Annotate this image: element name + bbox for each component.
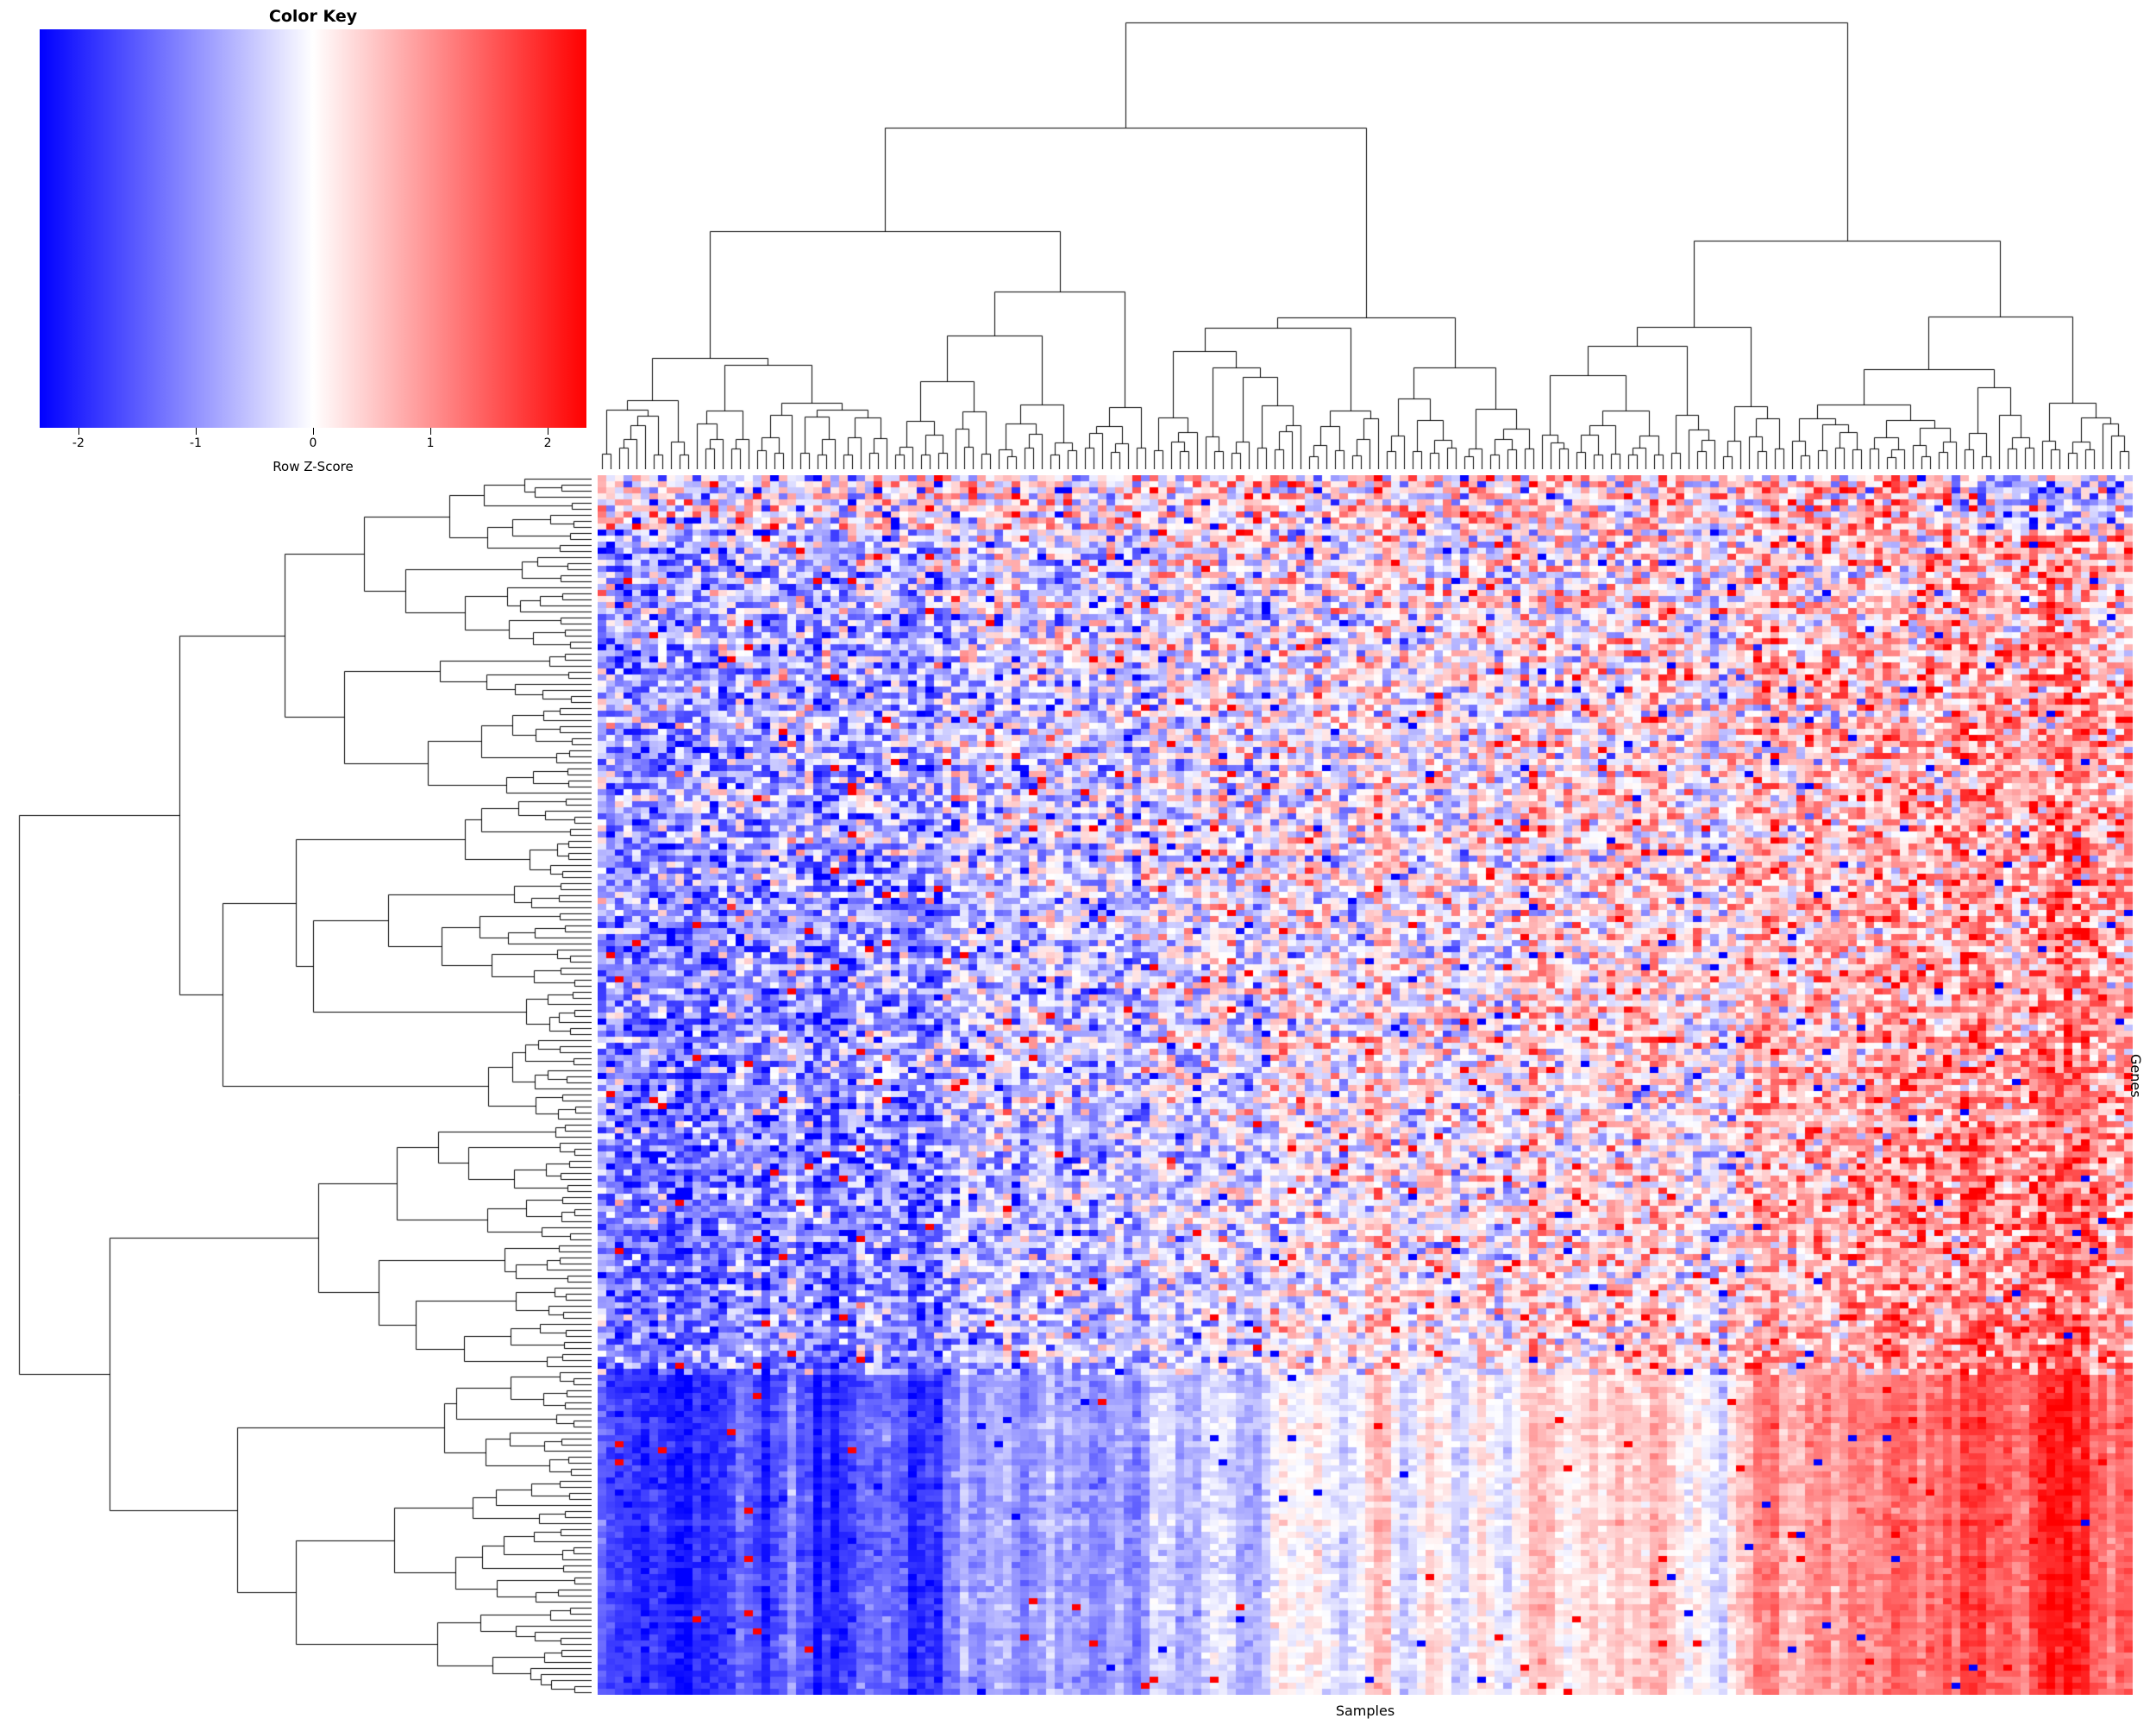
colorkey-tick-mark (430, 428, 432, 435)
color-key-title: Color Key (268, 7, 358, 26)
colorkey-tick-label: 2 (543, 436, 552, 450)
colorkey-tick-label: 1 (426, 436, 435, 450)
samples-axis-label: Samples (1335, 1703, 1395, 1719)
column-dendrogram (598, 16, 2133, 469)
row-dendrogram (12, 475, 592, 1695)
heatmap-canvas (598, 475, 2133, 1695)
genes-axis-label: Genes (2128, 1054, 2144, 1098)
color-key-axis-title: Row Z-Score (273, 459, 354, 474)
colorkey-tick-mark (195, 428, 197, 435)
color-key-axis: -2 -1 0 1 2 (40, 428, 586, 457)
color-key-gradient (40, 29, 586, 428)
colorkey-tick-label: -2 (72, 436, 85, 450)
colorkey-tick-mark (78, 428, 79, 435)
color-key: Color Key -2 -1 0 1 2 Row Z-Score (40, 7, 586, 474)
colorkey-tick-mark (313, 428, 314, 435)
colorkey-tick-label: -1 (189, 436, 202, 450)
colorkey-tick-label: 0 (309, 436, 317, 450)
